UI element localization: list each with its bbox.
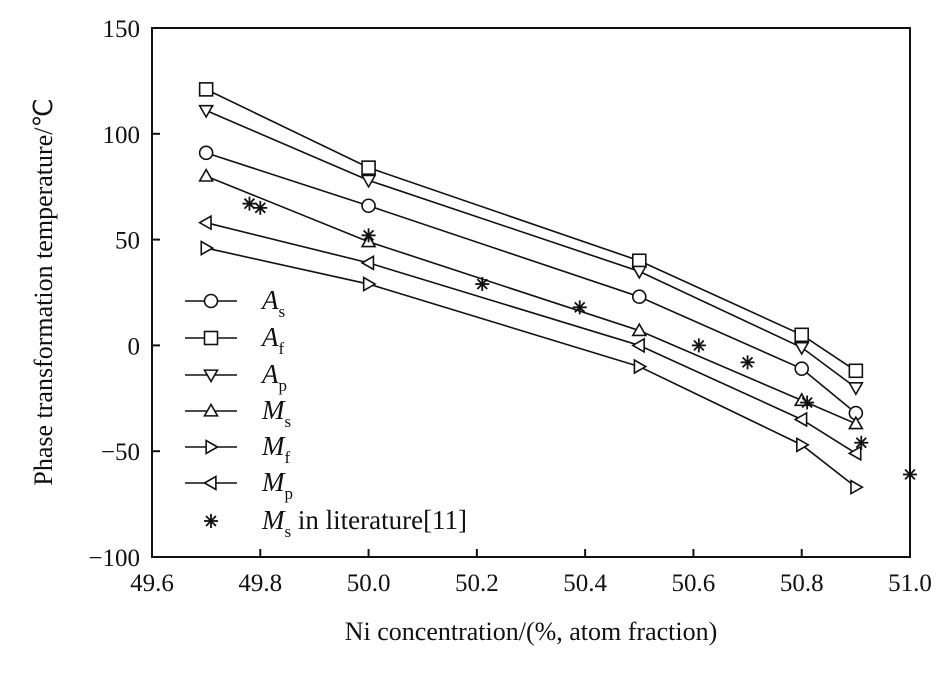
ticks: 49.6 49.8 50.0 50.2 50.4 50.6 50.8 51.0 −100 −50 0…: [88, 16, 931, 597]
data-point-6: [253, 200, 268, 215]
plot-markers: [198, 82, 917, 496]
data-point-0: [631, 289, 647, 305]
legend-marker: [203, 402, 219, 417]
plot-frame: [151, 27, 911, 558]
data-point-1: [198, 82, 214, 97]
data-point-4: [850, 479, 864, 496]
data-point-4: [200, 240, 215, 256]
data-point-6: [572, 300, 587, 315]
x-tick-label: 49.6: [130, 570, 174, 597]
data-point-3: [198, 168, 215, 182]
legend-item-1: Af: [185, 322, 285, 358]
x-tick-label: 50.2: [455, 570, 499, 597]
data-point-2: [847, 382, 864, 396]
series-line-4: [205, 247, 857, 488]
legend-item-3: Ms: [185, 395, 291, 431]
series-line-0: [205, 152, 857, 414]
plot-lines: [205, 88, 857, 488]
data-point-5: [631, 337, 645, 354]
data-point-3: [631, 322, 648, 337]
data-point-2: [793, 341, 810, 356]
legend-marker: [202, 475, 217, 491]
data-point-6: [854, 435, 869, 450]
data-point-4: [633, 358, 648, 375]
data-point-4: [362, 276, 377, 292]
x-tick-label: 51.0: [888, 570, 932, 597]
data-point-1: [361, 160, 376, 175]
data-point-5: [793, 411, 808, 428]
legend-item-6: Ms in literature[11]: [204, 505, 467, 541]
data-point-6: [740, 355, 755, 370]
legend-label: As: [260, 285, 285, 321]
legend-item-2: Ap: [185, 359, 287, 395]
y-tick-label: −100: [88, 545, 140, 572]
legend-marker: [204, 514, 218, 528]
y-tick-label: −50: [101, 439, 140, 466]
legend-label: Af: [260, 322, 285, 358]
legend-item-0: As: [185, 285, 285, 321]
y-tick-label: 0: [128, 333, 141, 360]
legend-label: Mf: [261, 431, 291, 467]
legend-item-4: Mf: [185, 431, 291, 467]
legend-marker: [203, 330, 219, 346]
x-tick-label: 50.8: [780, 570, 824, 597]
data-point-0: [794, 361, 810, 376]
legend-label: Ms in literature[11]: [261, 505, 467, 541]
data-point-1: [848, 363, 864, 379]
series-line-5: [205, 221, 857, 454]
series-line-2: [205, 109, 857, 389]
legend-marker: [203, 369, 219, 384]
legend-marker: [203, 293, 219, 309]
legend-label: Ap: [260, 359, 287, 395]
data-point-1: [794, 327, 810, 343]
x-tick-label: 50.4: [563, 570, 607, 597]
data-point-6: [475, 277, 490, 292]
legend-label: Ms: [261, 395, 291, 431]
legend-label: Mp: [261, 467, 293, 503]
x-tick-label: 50.6: [672, 570, 716, 597]
data-point-6: [242, 196, 257, 211]
legend-marker: [205, 439, 220, 455]
x-tick-label: 50.0: [347, 570, 391, 597]
data-point-6: [691, 338, 706, 353]
data-point-5: [360, 254, 375, 271]
data-point-5: [198, 214, 212, 231]
data-point-4: [796, 436, 810, 453]
data-point-6: [800, 395, 815, 410]
data-point-1: [631, 253, 647, 269]
y-tick-label: 100: [103, 122, 141, 149]
data-point-6: [361, 228, 376, 243]
axes: [151, 27, 911, 558]
y-tick-label: 50: [115, 228, 140, 255]
data-point-2: [198, 104, 215, 119]
data-point-5: [847, 445, 862, 462]
data-point-0: [361, 198, 376, 214]
y-tick-label: 150: [103, 16, 141, 43]
legend-item-5: Mp: [185, 467, 293, 503]
data-point-2: [360, 174, 377, 189]
y-axis-title: Phase transformation temperature/℃: [29, 98, 58, 485]
data-point-2: [631, 265, 648, 280]
series-line-3: [205, 175, 857, 425]
x-axis-title: Ni concentration/(%, atom fraction): [345, 617, 718, 646]
data-point-0: [198, 145, 214, 161]
series-line-1: [205, 88, 857, 372]
data-point-3: [847, 415, 864, 430]
x-tick-label: 49.8: [238, 570, 282, 597]
